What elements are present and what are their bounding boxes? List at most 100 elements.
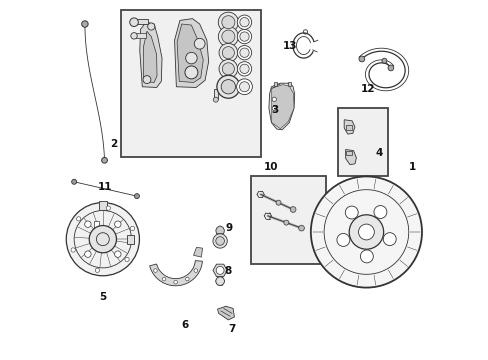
- Circle shape: [290, 207, 295, 212]
- Circle shape: [336, 234, 349, 246]
- Circle shape: [129, 18, 138, 27]
- Text: 7: 7: [228, 324, 235, 334]
- Circle shape: [239, 32, 249, 41]
- Circle shape: [373, 206, 386, 219]
- Circle shape: [66, 203, 139, 276]
- Text: 6: 6: [182, 320, 188, 330]
- Text: 8: 8: [224, 266, 231, 276]
- Circle shape: [215, 237, 224, 245]
- Circle shape: [216, 266, 224, 274]
- Circle shape: [217, 75, 239, 98]
- Circle shape: [222, 30, 234, 43]
- Circle shape: [219, 59, 237, 78]
- Bar: [287, 82, 290, 86]
- Circle shape: [213, 97, 218, 102]
- Polygon shape: [268, 83, 294, 130]
- Circle shape: [102, 157, 107, 163]
- Bar: [136, 33, 146, 38]
- Circle shape: [184, 66, 198, 79]
- Circle shape: [345, 206, 358, 219]
- Bar: [137, 19, 148, 24]
- Bar: [99, 201, 107, 210]
- Text: 5: 5: [99, 292, 106, 302]
- Circle shape: [194, 269, 197, 273]
- Circle shape: [84, 221, 91, 228]
- Circle shape: [222, 16, 234, 29]
- Circle shape: [212, 234, 227, 248]
- Polygon shape: [140, 22, 162, 87]
- Text: 1: 1: [408, 162, 415, 172]
- Bar: [121, 10, 260, 157]
- Circle shape: [239, 18, 249, 27]
- Circle shape: [387, 65, 393, 71]
- Polygon shape: [193, 247, 202, 257]
- Bar: [214, 89, 217, 99]
- Circle shape: [383, 233, 395, 246]
- Polygon shape: [177, 24, 203, 82]
- Circle shape: [310, 176, 421, 288]
- Circle shape: [84, 251, 91, 257]
- Circle shape: [134, 194, 139, 199]
- Polygon shape: [215, 226, 224, 234]
- Circle shape: [221, 80, 235, 94]
- Circle shape: [218, 27, 238, 46]
- Circle shape: [185, 52, 197, 64]
- Bar: [346, 150, 352, 155]
- Text: 2: 2: [110, 139, 117, 149]
- Polygon shape: [149, 261, 202, 286]
- Circle shape: [271, 106, 276, 111]
- Text: 3: 3: [271, 105, 278, 115]
- Text: 4: 4: [374, 148, 382, 158]
- Polygon shape: [143, 31, 157, 82]
- Circle shape: [237, 62, 251, 76]
- Circle shape: [239, 82, 249, 92]
- Circle shape: [153, 269, 157, 273]
- Circle shape: [185, 277, 189, 281]
- Circle shape: [72, 179, 77, 184]
- Circle shape: [147, 23, 155, 30]
- Circle shape: [114, 251, 121, 257]
- Bar: [338, 108, 387, 176]
- Circle shape: [237, 15, 251, 30]
- Circle shape: [239, 48, 249, 57]
- Circle shape: [358, 224, 373, 240]
- Circle shape: [218, 12, 238, 32]
- Circle shape: [89, 226, 116, 253]
- Polygon shape: [344, 120, 354, 134]
- Circle shape: [124, 257, 129, 262]
- Polygon shape: [174, 19, 208, 87]
- Polygon shape: [345, 149, 356, 165]
- Circle shape: [194, 39, 204, 49]
- Circle shape: [358, 56, 364, 62]
- Bar: [346, 126, 352, 130]
- Circle shape: [237, 30, 251, 44]
- Circle shape: [239, 64, 249, 73]
- Polygon shape: [271, 85, 293, 129]
- Circle shape: [237, 45, 251, 60]
- Circle shape: [106, 206, 110, 210]
- Circle shape: [348, 215, 383, 249]
- Text: 10: 10: [264, 162, 278, 172]
- Circle shape: [130, 226, 134, 230]
- Circle shape: [271, 97, 276, 102]
- Bar: [250, 176, 325, 264]
- Circle shape: [81, 21, 88, 27]
- Text: 12: 12: [360, 84, 375, 94]
- Text: 13: 13: [283, 41, 297, 50]
- Polygon shape: [217, 306, 234, 320]
- Polygon shape: [212, 264, 227, 276]
- Circle shape: [71, 248, 75, 252]
- Circle shape: [162, 277, 165, 281]
- Circle shape: [236, 79, 252, 95]
- Circle shape: [219, 43, 237, 62]
- Text: 11: 11: [97, 182, 112, 192]
- Circle shape: [298, 225, 304, 231]
- Circle shape: [142, 76, 151, 84]
- Circle shape: [174, 280, 177, 284]
- Bar: [273, 82, 277, 86]
- Circle shape: [381, 58, 386, 63]
- Circle shape: [215, 277, 224, 285]
- Circle shape: [222, 63, 234, 75]
- Bar: [93, 221, 99, 229]
- Circle shape: [222, 47, 234, 59]
